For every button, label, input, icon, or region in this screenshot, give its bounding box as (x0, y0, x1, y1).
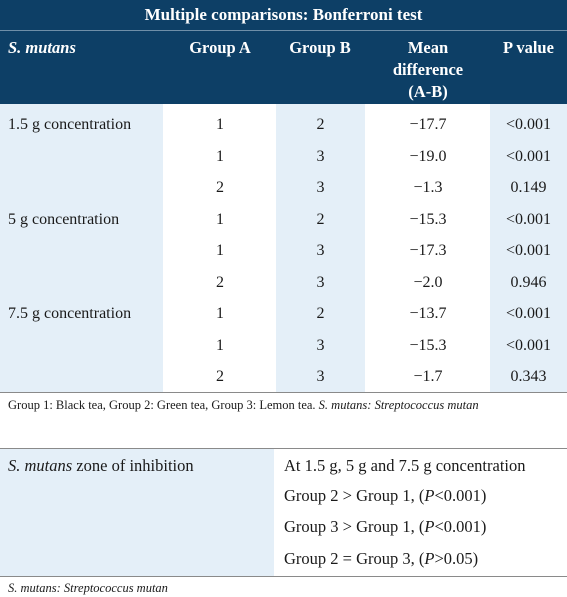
p-value-column-band (490, 104, 567, 392)
row-label (8, 241, 168, 261)
row-mean-difference: −15.3 (409, 210, 447, 228)
row-mean-difference: −15.3 (409, 336, 447, 354)
row-group-a: 2 (216, 179, 224, 196)
header-group-b: Group B (289, 38, 351, 57)
row-group-b: 3 (316, 368, 325, 385)
row-label: 7.5 g concentration (8, 305, 132, 322)
row-group-b: 2 (316, 116, 325, 133)
row-mean-difference: −13.7 (409, 305, 447, 322)
row-group-a: 2 (216, 368, 224, 385)
row-group-b: 2 (316, 305, 325, 322)
row-label (8, 367, 168, 387)
row-label: 5 g concentration (8, 210, 120, 228)
column-header-row: S. mutans Group A Group B Mean differenc… (0, 31, 567, 104)
row-group-a: 1 (216, 210, 224, 228)
row-label: 1.5 g concentration (8, 116, 132, 133)
row-p-value: <0.001 (505, 305, 552, 322)
table2-result-line: Group 2 = Group 3, (P>0.05) (284, 549, 479, 568)
header-group-a: Group A (189, 38, 251, 57)
row-mean-difference: −2.0 (413, 273, 443, 291)
row-group-a: 1 (216, 305, 224, 322)
row-group-a: 1 (216, 147, 224, 165)
row-group-a: 1 (216, 336, 224, 354)
row-label (8, 147, 168, 167)
table2-bottom-rule (0, 576, 567, 577)
row-group-a: 1 (216, 242, 224, 259)
table2-heading: S. mutans zone of inhibition (8, 456, 194, 475)
row-group-a: 1 (216, 116, 224, 133)
row-label (8, 178, 168, 198)
row-mean-difference: −1.7 (413, 368, 443, 385)
row-group-a: 2 (216, 273, 224, 291)
header-organism: S. mutans (8, 38, 76, 57)
header-mean-difference: Mean difference (A-B) (372, 37, 484, 103)
row-group-b: 2 (316, 210, 325, 228)
row-label (8, 336, 168, 356)
table2-result-line: At 1.5 g, 5 g and 7.5 g concentration (284, 456, 526, 475)
row-group-b: 3 (316, 147, 325, 165)
row-p-value: <0.001 (505, 336, 552, 354)
row-p-value: 0.343 (510, 368, 547, 385)
table2-footnote: S. mutans: Streptococcus mutan (8, 581, 168, 595)
row-group-b: 3 (316, 242, 325, 259)
table2-result-line: Group 3 > Group 1, (P<0.001) (284, 517, 487, 536)
table2-result-line: Group 2 > Group 1, (P<0.001) (284, 486, 487, 505)
table2-label-band (0, 449, 274, 576)
label-column-band (0, 104, 163, 392)
header-p-value: P value (503, 38, 554, 57)
row-p-value: <0.001 (505, 210, 552, 228)
header-mean-line2: difference (392, 60, 464, 79)
row-p-value: <0.001 (505, 116, 552, 133)
header-divider (0, 30, 567, 31)
row-mean-difference: −19.0 (409, 147, 447, 165)
table-bottom-rule (0, 392, 567, 393)
row-p-value: 0.149 (510, 179, 547, 196)
row-p-value: <0.001 (505, 147, 552, 165)
row-group-b: 3 (316, 273, 325, 291)
table-title: Multiple comparisons: Bonferroni test (0, 0, 567, 30)
row-group-b: 3 (316, 336, 325, 354)
row-mean-difference: −17.7 (409, 116, 447, 133)
row-p-value: <0.001 (505, 242, 552, 259)
row-mean-difference: −17.3 (409, 242, 447, 259)
table2-top-rule (0, 448, 567, 449)
row-label (8, 273, 168, 293)
header-mean-line3: (A-B) (408, 82, 448, 101)
table-body: 1.5 g concentration 1 2 −17.7 <0.001 1 3 −19.0 <… (0, 104, 567, 392)
group-b-column-band (276, 104, 365, 392)
row-p-value: 0.946 (510, 273, 547, 291)
header-mean-line1: Mean (407, 38, 449, 57)
row-group-b: 3 (316, 179, 325, 196)
row-mean-difference: −1.3 (413, 179, 443, 196)
table1-footnote: Group 1: Black tea, Group 2: Green tea, … (8, 398, 479, 412)
